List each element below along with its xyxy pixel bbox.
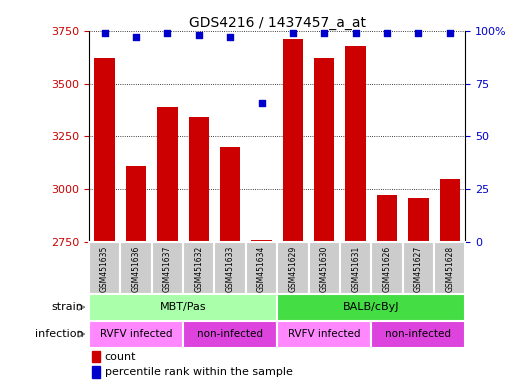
Bar (277, 242, 309, 294)
Bar (214, 242, 246, 294)
Bar (120, 242, 152, 294)
Text: RVFV infected: RVFV infected (288, 329, 360, 339)
Bar (152, 242, 183, 294)
Bar (92, 351, 100, 362)
Text: MBT/Pas: MBT/Pas (160, 302, 207, 312)
Text: non-infected: non-infected (197, 329, 263, 339)
Point (289, 30, 297, 36)
Text: GSM451633: GSM451633 (225, 246, 235, 293)
Point (100, 30, 109, 36)
Bar (126, 166, 146, 384)
Bar (440, 179, 460, 384)
Bar (183, 321, 277, 348)
Bar (371, 242, 403, 294)
Point (414, 30, 423, 36)
Text: GSM451628: GSM451628 (445, 246, 454, 292)
Bar (277, 321, 371, 348)
Bar (314, 58, 335, 384)
Bar (408, 197, 429, 384)
Text: GSM451630: GSM451630 (320, 246, 329, 293)
Bar (277, 294, 465, 321)
Text: RVFV infected: RVFV infected (100, 329, 172, 339)
Bar (89, 242, 120, 294)
Text: infection: infection (35, 329, 84, 339)
Text: strain: strain (52, 302, 84, 312)
Bar (183, 242, 214, 294)
Text: GSM451637: GSM451637 (163, 246, 172, 293)
Point (446, 30, 454, 36)
Point (351, 30, 360, 36)
Bar (282, 39, 303, 384)
Bar (89, 294, 277, 321)
Point (320, 30, 328, 36)
Point (195, 32, 203, 38)
Bar (92, 366, 100, 377)
Text: GSM451636: GSM451636 (131, 246, 141, 293)
Title: GDS4216 / 1437457_a_at: GDS4216 / 1437457_a_at (189, 16, 366, 30)
Text: non-infected: non-infected (385, 329, 451, 339)
Text: GSM451626: GSM451626 (382, 246, 392, 292)
Bar (188, 117, 209, 384)
Bar (340, 242, 371, 294)
Bar (309, 242, 340, 294)
Bar (95, 58, 115, 384)
Text: count: count (105, 352, 136, 362)
Text: percentile rank within the sample: percentile rank within the sample (105, 367, 292, 377)
Bar (157, 107, 178, 384)
Point (163, 30, 172, 36)
Bar (377, 195, 397, 384)
Text: GSM451627: GSM451627 (414, 246, 423, 292)
Text: GSM451635: GSM451635 (100, 246, 109, 293)
Bar (220, 147, 240, 384)
Bar (434, 242, 465, 294)
Text: GSM451631: GSM451631 (351, 246, 360, 292)
Point (383, 30, 391, 36)
Point (257, 99, 266, 106)
Text: GSM451629: GSM451629 (288, 246, 298, 292)
Point (226, 34, 234, 40)
Bar (251, 240, 272, 384)
Text: GSM451634: GSM451634 (257, 246, 266, 293)
Bar (371, 321, 465, 348)
Text: BALB/cByJ: BALB/cByJ (343, 302, 400, 312)
Text: GSM451632: GSM451632 (194, 246, 203, 292)
Bar (89, 321, 183, 348)
Point (132, 34, 140, 40)
Bar (403, 242, 434, 294)
Bar (345, 45, 366, 384)
Bar (246, 242, 277, 294)
